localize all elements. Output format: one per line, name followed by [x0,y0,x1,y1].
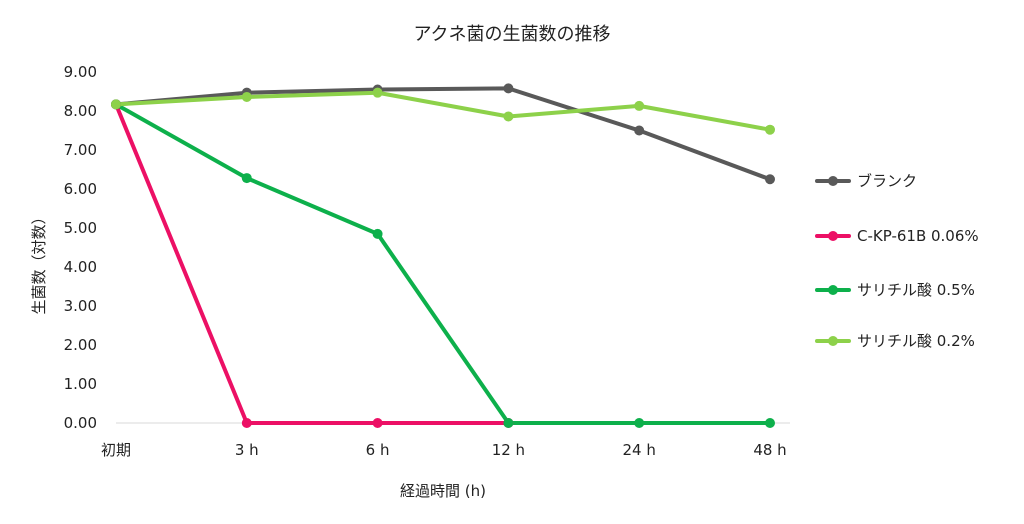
legend-item: ブランク [815,172,917,190]
legend-label: サリチル酸 0.5% [857,281,975,299]
data-point [634,125,645,136]
legend-item: C-KP-61B 0.06% [815,227,979,245]
x-tick-label: 12 h [492,441,525,459]
y-tick-label: 5.00 [64,219,97,237]
data-point [503,111,514,122]
chart-title: アクネ菌の生菌数の推移 [413,24,610,45]
data-point [241,173,252,184]
y-axis-ticks: 0.00 1.00 2.00 3.00 4.00 5.00 6.00 7.00 8.00 9.00 [64,63,97,432]
y-tick-label: 7.00 [64,141,97,159]
x-axis-label: 経過時間 (h) [400,482,486,500]
data-point [372,418,383,428]
legend-label: ブランク [857,172,917,190]
y-tick-label: 8.00 [64,102,97,120]
legend-item: サリチル酸 0.5% [815,281,975,299]
y-tick-label: 1.00 [64,375,97,393]
data-point [765,418,775,428]
data-point [241,418,252,428]
x-tick-label: 24 h [623,441,656,459]
legend-marker [828,285,838,295]
y-tick-label: 6.00 [64,180,97,198]
x-tick-label: 初期 [101,441,131,459]
series-line [114,86,772,182]
y-tick-label: 3.00 [64,297,97,315]
y-tick-label: 2.00 [64,336,97,354]
data-point [634,418,645,428]
legend: ブランク C-KP-61B 0.06% サリチル酸 0.5% サリチル酸 0.2% [815,172,979,350]
legend-marker [828,336,838,346]
y-tick-label: 0.00 [64,414,97,432]
series-line [114,90,772,132]
data-point [634,100,645,111]
data-point [765,124,775,135]
series-line [114,102,511,425]
x-tick-label: 48 h [753,441,786,459]
legend-item: サリチル酸 0.2% [815,332,975,350]
data-point [503,83,514,94]
x-tick-label: 6 h [366,441,390,459]
data-point [241,91,252,102]
y-tick-label: 9.00 [64,63,97,81]
legend-marker [828,176,838,186]
x-tick-label: 3 h [235,441,259,459]
data-point [111,99,121,110]
legend-label: C-KP-61B 0.06% [857,227,979,245]
series-line [114,102,772,425]
x-axis-ticks: 初期 3 h 6 h 12 h 24 h 48 h [101,441,787,459]
legend-label: サリチル酸 0.2% [857,332,975,350]
series-points [111,83,775,428]
series-lines [114,86,772,425]
legend-marker [828,231,838,241]
y-axis-label: 生菌数（対数） [30,209,48,314]
data-point [372,228,383,239]
y-tick-label: 4.00 [64,258,97,276]
data-point [503,418,514,428]
data-point [765,174,775,185]
data-point [372,87,383,98]
